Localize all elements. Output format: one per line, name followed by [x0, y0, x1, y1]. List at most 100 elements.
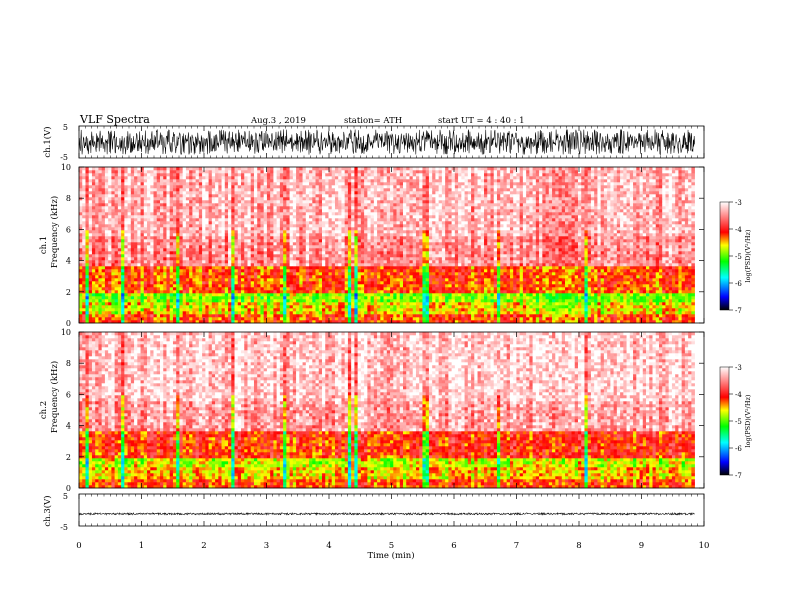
spec-cell [118, 212, 122, 215]
spec-cell [247, 194, 251, 197]
spec-cell [231, 167, 235, 170]
spec-cell [371, 305, 375, 308]
spec-cell [332, 197, 336, 200]
spec-cell [273, 305, 277, 308]
spec-cell [361, 248, 365, 251]
spec-cell [225, 236, 229, 239]
spec-cell [196, 251, 200, 254]
spec-cell [102, 236, 106, 239]
spec-cell [102, 200, 106, 203]
spec-cell [358, 311, 362, 314]
spec-cell [260, 269, 264, 272]
spec-cell [95, 227, 99, 230]
spec-cell [85, 185, 89, 188]
spec-cell [212, 287, 216, 290]
spec-cell [260, 203, 264, 206]
spec-cell [319, 260, 323, 263]
spec-cell [154, 209, 158, 212]
spec-cell [254, 218, 258, 221]
spec-cell [154, 290, 158, 293]
spec-cell [79, 263, 83, 266]
spec-cell [364, 299, 368, 302]
spec-cell [341, 302, 345, 305]
spec-cell [267, 311, 271, 314]
spec-cell [351, 311, 355, 314]
spec-cell [105, 191, 109, 194]
spec-cell [332, 257, 336, 260]
spec-cell [380, 230, 384, 233]
spec-cell [267, 203, 271, 206]
spec-cell [231, 245, 235, 248]
spec-cell [254, 263, 258, 266]
spec-cell [202, 272, 206, 275]
spec-cell [176, 206, 180, 209]
spec-cell [92, 197, 96, 200]
spec-cell [137, 263, 141, 266]
spec-cell [371, 206, 375, 209]
spec-cell [380, 308, 384, 311]
spec-cell [105, 218, 109, 221]
spec-cell [316, 230, 320, 233]
spec-cell [176, 227, 180, 230]
spec-cell [354, 257, 358, 260]
spec-cell [364, 203, 368, 206]
spec-cell [231, 224, 235, 227]
spec-cell [105, 242, 109, 245]
spec-cell [358, 236, 362, 239]
spec-cell [150, 290, 154, 293]
spec-cell [325, 197, 329, 200]
spec-cell [377, 245, 381, 248]
spec-cell [322, 239, 326, 242]
spec-cell [251, 245, 255, 248]
spec-cell [319, 266, 323, 269]
spec-cell [348, 269, 352, 272]
spec-cell [225, 287, 229, 290]
spec-cell [186, 170, 190, 173]
spec-cell [141, 209, 145, 212]
spec-cell [235, 233, 239, 236]
spec-cell [202, 197, 206, 200]
spec-cell [283, 260, 287, 263]
spec-cell [371, 272, 375, 275]
spec-cell [98, 266, 102, 269]
spec-cell [322, 194, 326, 197]
spec-cell [118, 227, 122, 230]
spec-cell [235, 176, 239, 179]
spec-cell [196, 173, 200, 176]
spec-cell [98, 242, 102, 245]
spec-cell [286, 266, 290, 269]
spec-cell [202, 236, 206, 239]
spec-cell [244, 209, 248, 212]
spec-cell [257, 308, 261, 311]
spec-cell [380, 170, 384, 173]
spec-cell [273, 269, 277, 272]
spec-cell [254, 302, 258, 305]
spec-cell [328, 221, 332, 224]
spec-cell [82, 272, 86, 275]
spec-cell [260, 293, 264, 296]
spec-cell [173, 209, 177, 212]
spec-cell [160, 233, 164, 236]
spec-cell [215, 185, 219, 188]
spec-cell [247, 188, 251, 191]
spec-cell [322, 257, 326, 260]
spec-cell [260, 236, 264, 239]
spec-cell [228, 227, 232, 230]
spec-cell [79, 245, 83, 248]
spec-cell [160, 203, 164, 206]
spec-cell [345, 203, 349, 206]
spec-cell [316, 281, 320, 284]
spec-cell [358, 200, 362, 203]
spec-cell [170, 224, 174, 227]
spec-cell [319, 311, 323, 314]
spec-cell [335, 251, 339, 254]
spec-cell [254, 278, 258, 281]
spec-cell [267, 284, 271, 287]
spec-cell [124, 305, 128, 308]
spec-cell [199, 233, 203, 236]
spec-cell [121, 191, 125, 194]
spec-cell [163, 176, 167, 179]
spec-cell [225, 251, 229, 254]
spec-cell [202, 287, 206, 290]
spec-cell [299, 179, 303, 182]
